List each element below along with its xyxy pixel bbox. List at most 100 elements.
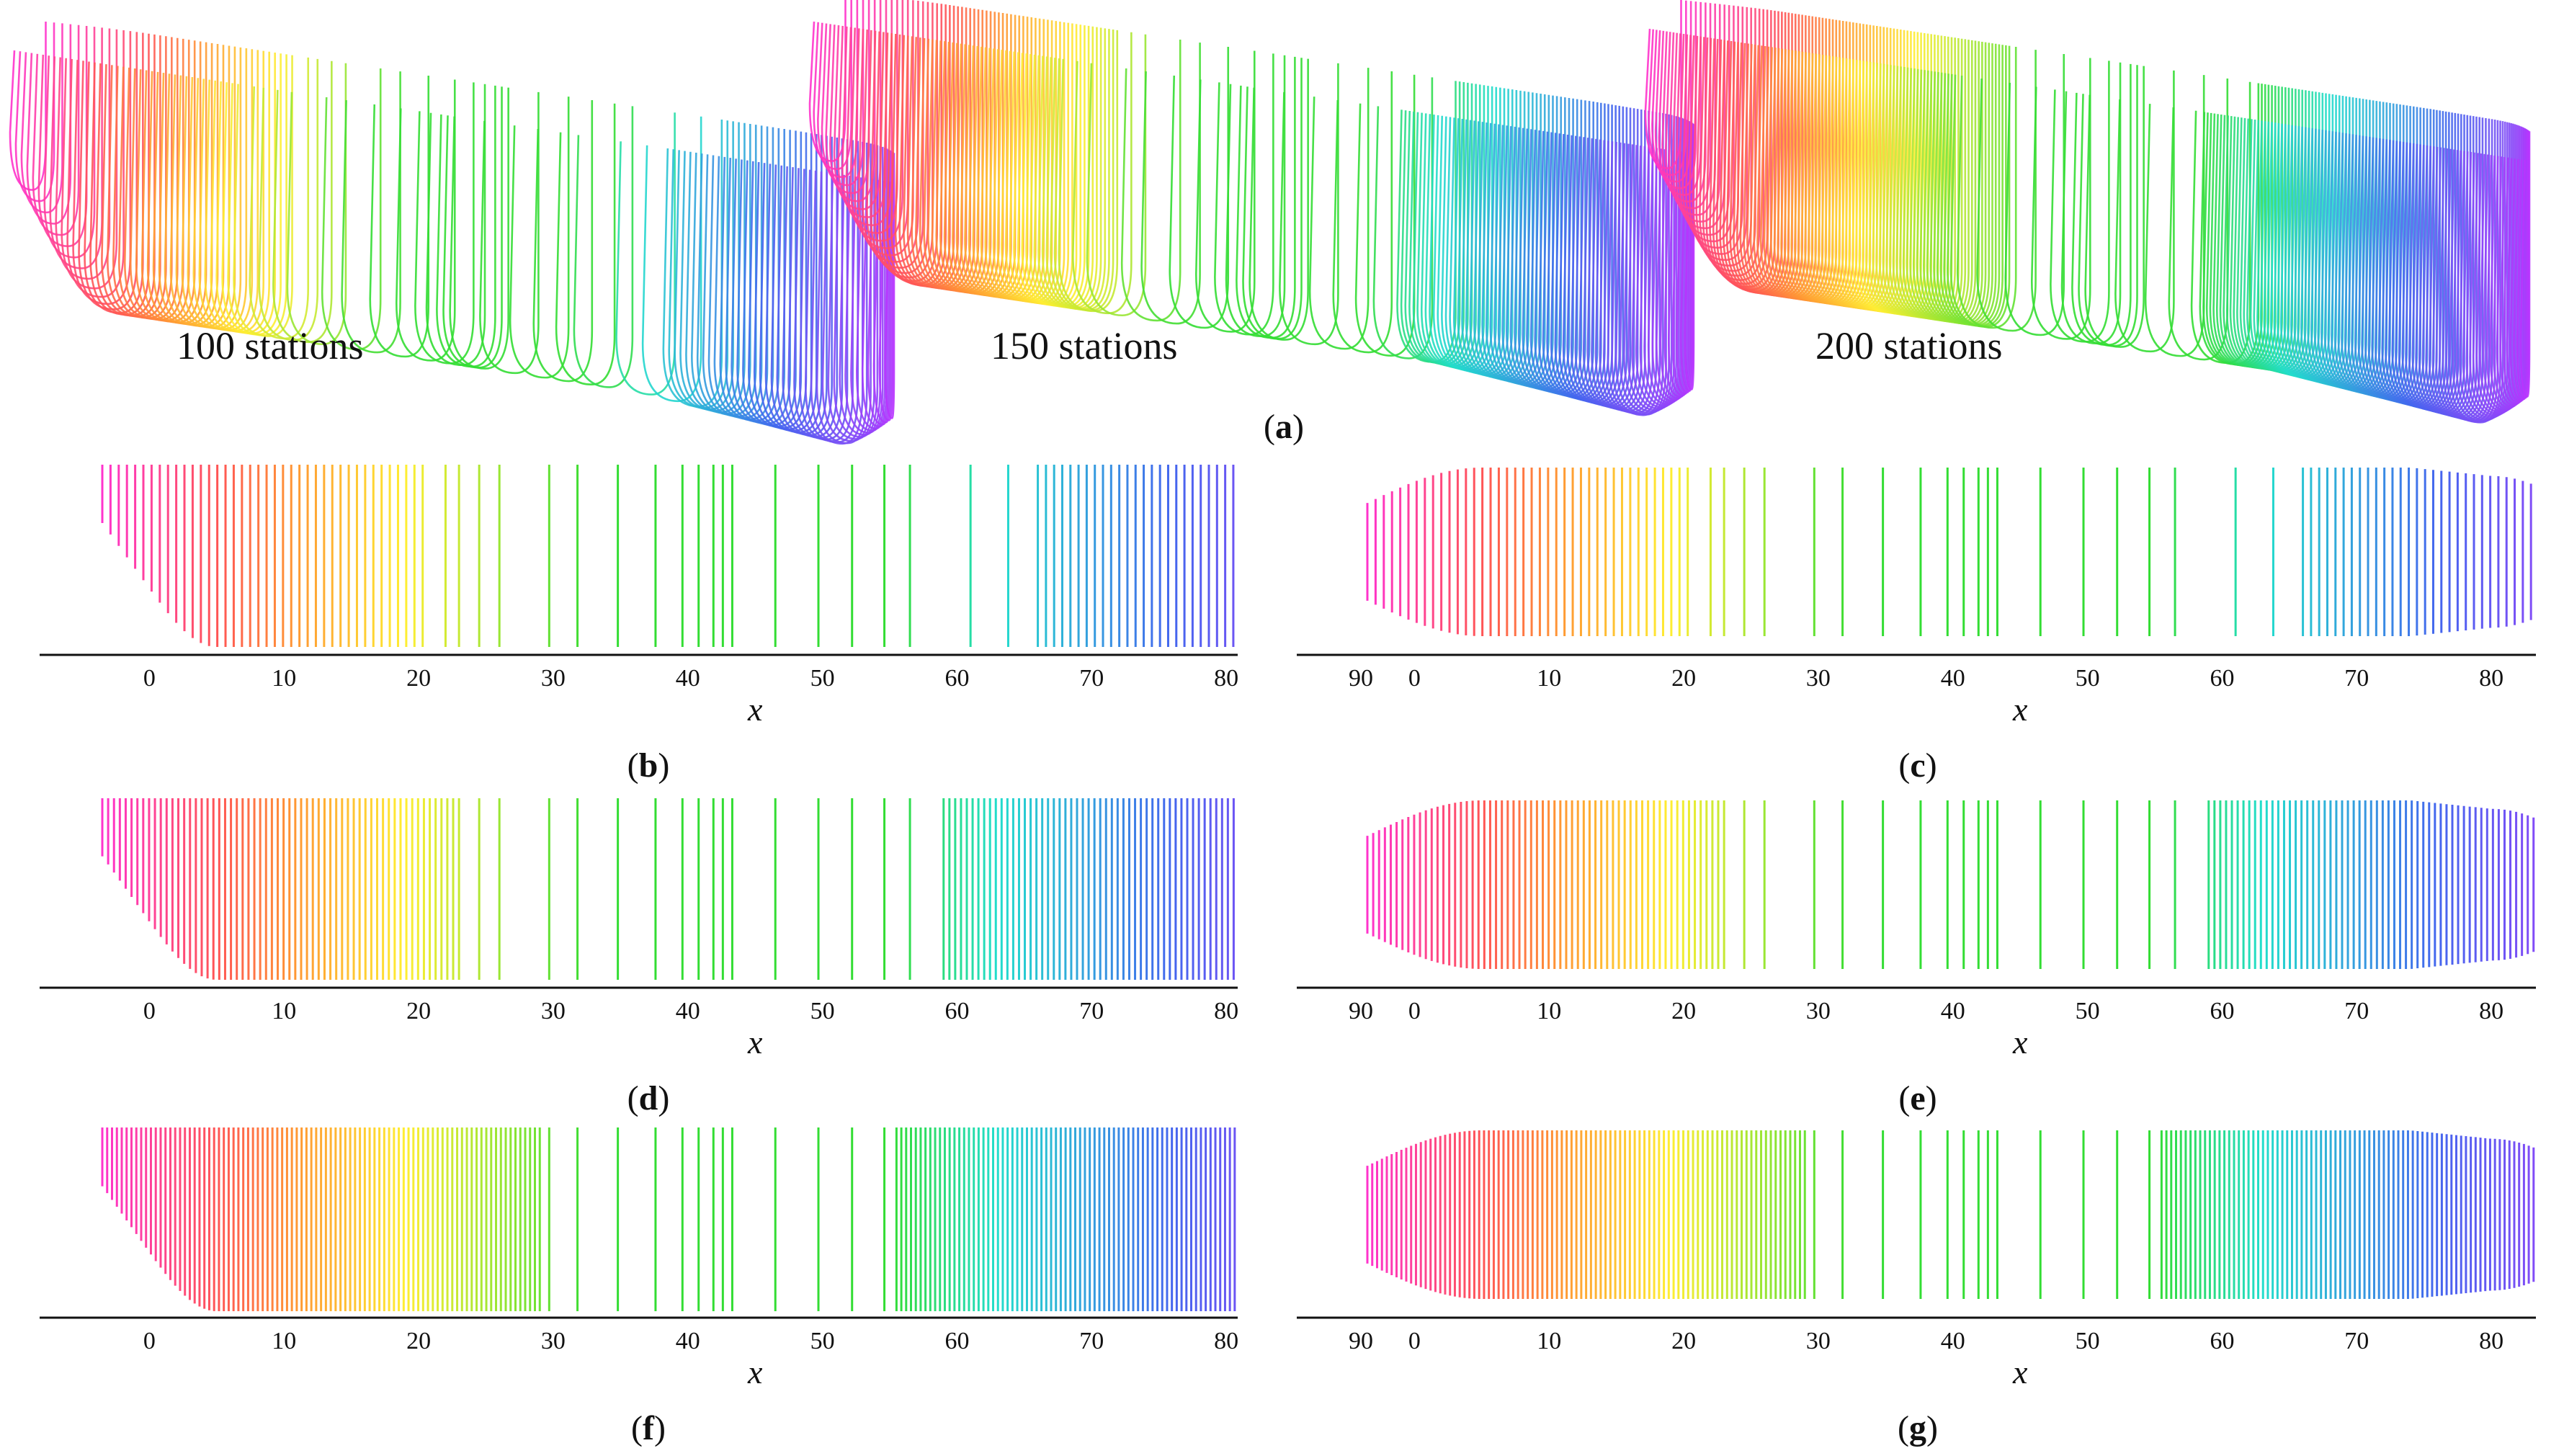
- x-tick-label: 90: [1349, 665, 1373, 692]
- hull-station-curve: [2496, 128, 2525, 406]
- hull-station-curve: [878, 152, 894, 421]
- x-tick-label: 40: [1941, 665, 1965, 692]
- hull-station-curve: [2455, 121, 2506, 421]
- x-tick-label: 30: [541, 1328, 566, 1354]
- x-tick-label: 30: [541, 998, 566, 1024]
- hull-station-curve: [827, 144, 875, 440]
- x-tick-label: 20: [406, 665, 431, 692]
- hull-station-curve: [839, 146, 882, 436]
- x-tick-label: 90: [1349, 998, 1373, 1024]
- hull-station-curve: [615, 112, 676, 396]
- x-tick-label: 40: [1941, 1328, 1965, 1354]
- hull-station-curve: [1332, 71, 1393, 354]
- hull-station-curve: [1623, 115, 1673, 413]
- hull-station-curve: [66, 30, 125, 298]
- x-tick-label: 50: [2076, 998, 2100, 1024]
- x-tick-label: 80: [1214, 1328, 1238, 1354]
- caption-e: (e): [1898, 1079, 1937, 1117]
- x-tick-label: 80: [2479, 665, 2503, 692]
- panel-g: 0 10 20 30 40 50 60 70 80 90 x (g): [1297, 1130, 2536, 1447]
- hull-station-curve: [2459, 122, 2509, 420]
- hull-station-curve: [866, 1, 924, 269]
- caption-g: (g): [1898, 1409, 1938, 1447]
- hull-station-curve: [78, 32, 138, 311]
- hull-station-curve: [816, 143, 868, 445]
- hull-station-curve: [1663, 120, 1690, 398]
- hull-station-curve: [1667, 121, 1692, 397]
- hull-station-curve: [1675, 4, 1726, 230]
- hull-station-curve: [395, 79, 456, 362]
- hull-station-curve: [1249, 58, 1309, 341]
- hull-station-curve: [1671, 122, 1692, 395]
- hull-3d-200-stations: [1644, 0, 2531, 424]
- x-tick-label: 40: [676, 998, 700, 1024]
- hull-station-curve: [841, 0, 893, 226]
- x-tick-label: 30: [541, 665, 566, 692]
- hull-station-curve: [479, 91, 540, 375]
- caption-d: (d): [627, 1079, 670, 1117]
- hull-station-curve: [829, 0, 876, 202]
- hull-station-curve: [641, 116, 702, 403]
- hull-station-curve: [1635, 117, 1679, 408]
- x-tick-label: 80: [2479, 998, 2503, 1024]
- hull-station-curve: [1658, 1, 1702, 196]
- hull-station-curve: [20, 23, 63, 214]
- x-tick-label: 70: [1079, 1328, 1104, 1354]
- hull-station-curve: [874, 2, 934, 279]
- hull-station-curve: [872, 151, 893, 424]
- x-tick-label: 0: [143, 998, 156, 1024]
- hull-station-curve: [1354, 74, 1416, 357]
- x-tick-label: 0: [1408, 665, 1421, 692]
- hull-station-curve: [1956, 46, 2017, 329]
- panel-a: 100 stations 150 stations 200 stations (…: [9, 0, 2531, 446]
- x-tick-label: 50: [810, 998, 835, 1024]
- x-tick-label: 50: [2076, 1328, 2100, 1354]
- hull-station-curve: [2489, 126, 2523, 409]
- x-tick-label: 0: [143, 665, 156, 692]
- x-tick-label: 10: [1537, 665, 1561, 692]
- hull-station-curve: [2030, 58, 2091, 340]
- panel-d: 0 10 20 30 40 50 60 70 80 90 x (d): [40, 798, 1373, 1117]
- x-tick-label: 10: [272, 1328, 296, 1354]
- hull-station-curve: [2519, 131, 2531, 398]
- hull-station-curve: [1684, 124, 1695, 390]
- x-tick-label: 80: [2479, 1328, 2503, 1354]
- hull-station-curve: [884, 153, 895, 419]
- x-tick-label: 70: [1079, 998, 1104, 1024]
- hull-station-curve: [2114, 70, 2175, 353]
- x-tick-label: 90: [1349, 1328, 1373, 1354]
- hull-station-curve: [49, 27, 103, 269]
- hull-station-curve: [1619, 114, 1670, 414]
- hull-station-curve: [821, 143, 872, 442]
- x-tick-label: 70: [2344, 1328, 2369, 1354]
- hull-station-curve: [861, 149, 890, 428]
- hull-station-curve: [573, 106, 634, 388]
- x-tick-label: 30: [1806, 998, 1831, 1024]
- x-axis-label: x: [2012, 691, 2028, 728]
- x-axis-label: x: [747, 1354, 763, 1390]
- x-tick-label: 0: [143, 1328, 156, 1354]
- x-tick-label: 30: [1806, 665, 1831, 692]
- hull-station-curve: [2084, 66, 2145, 348]
- x-tick-label: 10: [272, 665, 296, 692]
- x-axis-label: x: [747, 1024, 763, 1060]
- x-tick-label: 60: [944, 1328, 969, 1354]
- x-tick-label: 20: [406, 1328, 431, 1354]
- hull-station-curve: [1308, 68, 1370, 350]
- hull-station-curve: [2469, 123, 2514, 416]
- x-tick-label: 10: [1537, 1328, 1561, 1354]
- x-tick-label: 60: [2210, 665, 2234, 692]
- hull-station-curve: [1659, 120, 1689, 400]
- caption-b: (b): [627, 746, 670, 785]
- x-tick-label: 20: [1671, 998, 1696, 1024]
- x-tick-label: 50: [810, 665, 835, 692]
- hull-station-curve: [867, 150, 891, 426]
- x-axis-label: x: [747, 691, 763, 728]
- x-tick-label: 30: [1806, 1328, 1831, 1354]
- hull-station-curve: [2499, 128, 2526, 406]
- hull-station-curve: [849, 0, 904, 242]
- panel-c: 0 10 20 30 40 50 60 70 80 90 x (c): [1297, 468, 2536, 785]
- panel-f: 0 10 20 30 40 50 60 70 80 90 x (f): [40, 1127, 1373, 1447]
- hull-station-curve: [449, 87, 509, 370]
